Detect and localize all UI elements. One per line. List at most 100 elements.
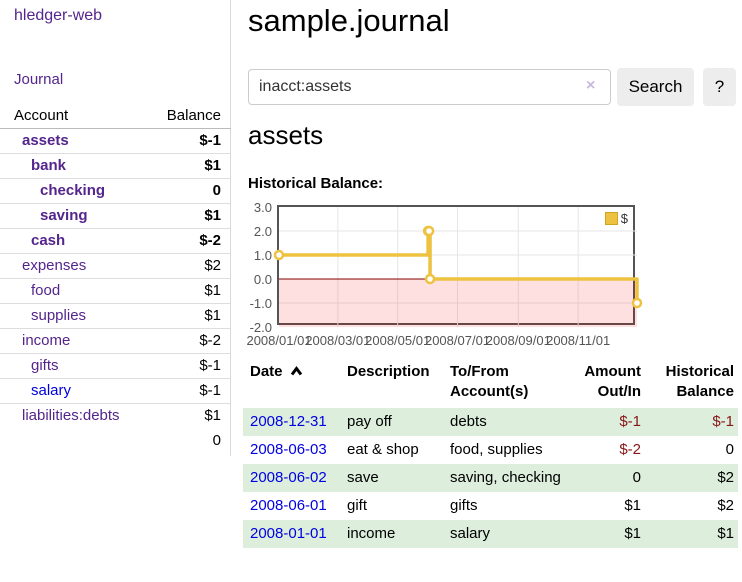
account-balance: $1 (150, 152, 231, 178)
account-link[interactable]: cash (31, 232, 66, 249)
account-link[interactable]: supplies (31, 307, 87, 324)
balance-column-header: Balance (150, 104, 231, 129)
page-title: sample.journal (248, 3, 450, 38)
account-balance: $-1 (150, 352, 231, 378)
transaction-amount: $1 (624, 497, 641, 514)
account-row: expenses $2 (0, 252, 231, 278)
transaction-accounts: gifts (450, 497, 478, 514)
transaction-row: 2008-06-03 eat & shop food, supplies $-2… (243, 436, 738, 464)
transaction-row: 2008-06-02 save saving, checking 0 $2 (243, 464, 738, 492)
date-column-header[interactable]: Date (243, 360, 345, 408)
account-link[interactable]: expenses (22, 257, 87, 274)
account-heading: assets (248, 120, 324, 150)
chart-legend: $ (602, 210, 630, 227)
account-row: supplies $1 (0, 302, 231, 328)
account-column-header: Account (0, 104, 151, 129)
account-row: saving $1 (0, 202, 231, 228)
search-form: × Search ? (248, 68, 742, 106)
account-row: salary $-1 (0, 377, 231, 403)
sort-ascending-icon (290, 366, 302, 376)
legend-swatch-icon (604, 212, 618, 225)
transaction-description: gift (347, 497, 368, 514)
register-table-body: 2008-12-31 pay off debts $-1 $-1 2008-06… (243, 408, 738, 548)
transaction-description: pay off (347, 413, 392, 430)
account-balance: $-1 (199, 132, 221, 149)
accounts-table: Account Balance assets $-1 bank $1 check… (0, 104, 231, 453)
account-row: checking 0 (0, 177, 231, 203)
account-link[interactable]: saving (40, 207, 88, 224)
balance-column-header: Historical Balance (665, 363, 734, 400)
accounts-table-body: assets $-1 bank $1 checking 0 saving $1 … (0, 128, 231, 428)
main-content: sample.journal × Search ? assets Histori… (243, 0, 742, 582)
transaction-description: eat & shop (347, 441, 419, 458)
legend-label: $ (620, 211, 628, 226)
transaction-date-link[interactable]: 2008-06-03 (250, 441, 327, 458)
transaction-row: 2008-01-01 income salary $1 $1 (243, 520, 738, 548)
transaction-accounts: salary (450, 525, 491, 542)
transaction-accounts: saving, checking (450, 469, 561, 486)
account-balance: 0 (150, 177, 231, 203)
chart-title: Historical Balance: (248, 175, 384, 192)
accounts-header-row: Account Balance (0, 104, 231, 129)
sidebar-item-journal[interactable]: Journal (14, 71, 64, 88)
transaction-row: 2008-12-31 pay off debts $-1 $-1 (243, 408, 738, 436)
transaction-balance: $2 (717, 469, 734, 486)
app-title-link[interactable]: hledger-web (14, 7, 103, 24)
clear-search-icon[interactable]: × (586, 77, 596, 94)
account-balance: $-1 (150, 377, 231, 403)
account-link[interactable]: salary (31, 382, 72, 399)
account-row: cash $-2 (0, 227, 231, 253)
transaction-amount: $-1 (619, 413, 641, 430)
search-button[interactable]: Search (617, 68, 694, 106)
account-balance: $1 (150, 302, 231, 328)
account-row: income $-2 (0, 327, 231, 353)
account-link[interactable]: liabilities:debts (22, 407, 120, 425)
transaction-amount: 0 (632, 469, 641, 486)
search-input[interactable] (248, 69, 611, 105)
account-row: bank $1 (0, 152, 231, 178)
account-link[interactable]: food (31, 282, 61, 299)
account-balance: $-2 (150, 327, 231, 353)
transaction-balance: $1 (717, 525, 734, 542)
sidebar: hledger-web Journal Account Balance asse… (0, 0, 231, 456)
account-link[interactable]: bank (31, 157, 67, 174)
account-balance: $1 (150, 402, 231, 428)
transaction-date-link[interactable]: 2008-06-02 (250, 469, 327, 486)
transaction-description: income (347, 525, 396, 542)
transaction-row: 2008-06-01 gift gifts $1 $2 (243, 492, 738, 520)
register-table: Date Description To/From Account(s) Amoun… (243, 360, 738, 548)
account-link[interactable]: income (22, 332, 71, 349)
account-row: liabilities:debts $1 (0, 402, 231, 428)
account-balance: $2 (150, 252, 231, 278)
transaction-date-link[interactable]: 2008-06-01 (250, 497, 327, 514)
balance-chart-svg (273, 207, 643, 327)
transaction-accounts: food, supplies (450, 441, 543, 458)
transaction-amount: $1 (624, 525, 641, 542)
transaction-balance: 0 (725, 441, 734, 458)
register-header-row: Date Description To/From Account(s) Amoun… (243, 360, 738, 408)
account-balance: $1 (150, 202, 231, 228)
transaction-description: save (347, 469, 379, 486)
transaction-accounts: debts (450, 413, 487, 430)
historical-balance-chart: 3.0 2.0 1.0 0.0 -1.0 -2.0 $ 2008/01/01 2008/03… (246, 200, 742, 353)
account-row: gifts $-1 (0, 352, 231, 378)
account-link[interactable]: gifts (31, 357, 59, 374)
account-link[interactable]: assets (22, 132, 69, 149)
account-row: food $1 (0, 277, 231, 303)
amount-column-header: Amount Out/In (584, 363, 641, 400)
transaction-balance: $-1 (712, 413, 734, 430)
description-column-header: Description (347, 363, 430, 380)
account-column-header: To/From Account(s) (450, 363, 529, 400)
transaction-date-link[interactable]: 2008-12-31 (250, 413, 327, 430)
chart-plot-area: $ (273, 205, 643, 327)
account-balance: $1 (150, 277, 231, 303)
account-row: assets $-1 (0, 128, 231, 153)
transaction-balance: $2 (717, 497, 734, 514)
accounts-total-row: 0 (0, 428, 231, 453)
help-button[interactable]: ? (703, 68, 736, 106)
transaction-amount: $-2 (619, 441, 641, 458)
transaction-date-link[interactable]: 2008-01-01 (250, 525, 327, 542)
account-balance: $-2 (150, 227, 231, 253)
account-link[interactable]: checking (40, 182, 106, 199)
